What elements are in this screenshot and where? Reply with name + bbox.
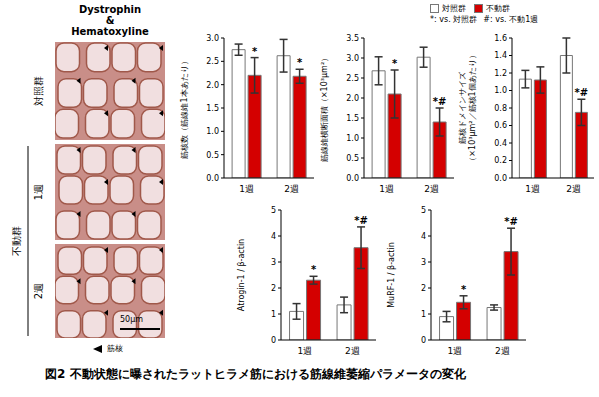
svg-text:筋核数（筋線維1本あたり）: 筋核数（筋線維1本あたり） <box>180 57 189 158</box>
svg-text:3.0: 3.0 <box>206 34 219 43</box>
svg-text:5: 5 <box>421 206 426 215</box>
svg-text:4: 4 <box>271 232 276 241</box>
svg-text:2.5: 2.5 <box>346 74 359 83</box>
svg-text:*: * <box>297 57 303 68</box>
svg-text:不動群: 不動群 <box>11 226 22 256</box>
svg-text:1.0: 1.0 <box>346 134 359 143</box>
svg-text:1.0: 1.0 <box>206 127 219 136</box>
html-text:筋核: 筋核 <box>107 344 123 353</box>
svg-text:1週: 1週 <box>33 184 44 200</box>
svg-text:1.6: 1.6 <box>494 34 507 43</box>
svg-text:0.4: 0.4 <box>494 139 507 148</box>
svg-text:2週: 2週 <box>495 346 510 356</box>
html-text:図2 不動状態に曝されたラットヒラメ筋における筋線維萎縮パラ: 図2 不動状態に曝されたラットヒラメ筋における筋線維萎縮パラメータの変化 <box>45 367 466 381</box>
svg-text:*: * <box>252 46 258 57</box>
svg-text:2.0: 2.0 <box>346 94 359 103</box>
svg-text:0.8: 0.8 <box>494 104 507 113</box>
svg-text:対照群: 対照群 <box>33 76 44 106</box>
svg-text:1週: 1週 <box>447 346 462 356</box>
svg-text:1.5: 1.5 <box>346 114 359 123</box>
svg-text:1.2: 1.2 <box>494 69 507 78</box>
svg-text:2: 2 <box>421 284 426 293</box>
svg-text:1: 1 <box>421 310 426 319</box>
svg-text:2週: 2週 <box>284 184 299 194</box>
svg-text:*: * <box>392 58 398 69</box>
html-text:#: vs. 不動1週: #: vs. 不動1週 <box>483 15 539 24</box>
svg-text:*: * <box>311 264 317 275</box>
svg-text:0: 0 <box>271 336 276 345</box>
svg-text:0.0: 0.0 <box>494 174 507 183</box>
svg-text:3: 3 <box>271 258 276 267</box>
svg-text:4: 4 <box>421 232 426 241</box>
svg-text:1: 1 <box>271 310 276 319</box>
svg-text:*#: *# <box>433 96 447 107</box>
svg-text:2週: 2週 <box>33 283 44 299</box>
svg-text:1.0: 1.0 <box>494 86 507 95</box>
svg-text:2: 2 <box>271 284 276 293</box>
svg-text:1週: 1週 <box>379 184 394 194</box>
svg-text:0.5: 0.5 <box>206 151 219 160</box>
html-text:*: vs. 対照群: *: vs. 対照群 <box>430 15 478 24</box>
svg-text:MuRF-1 / β-actin: MuRF-1 / β-actin <box>387 242 396 308</box>
svg-text:2週: 2週 <box>424 184 439 194</box>
svg-text:3: 3 <box>421 258 426 267</box>
html-text:50μm: 50μm <box>120 315 144 324</box>
html-text:Hematoxyline: Hematoxyline <box>71 26 149 37</box>
svg-text:1.4: 1.4 <box>494 51 507 60</box>
svg-text:筋線維横断面積（×10³μm²）: 筋線維横断面積（×10³μm²） <box>320 54 329 162</box>
svg-text:5: 5 <box>271 206 276 215</box>
svg-text:（×10³μm²／筋核1個あたり）: （×10³μm²／筋核1個あたり） <box>468 51 477 164</box>
svg-text:2.0: 2.0 <box>206 81 219 90</box>
svg-text:0: 0 <box>421 336 426 345</box>
svg-text:*#: *# <box>504 216 518 227</box>
svg-text:1.5: 1.5 <box>206 104 219 113</box>
html-text:不動群: 不動群 <box>486 4 510 13</box>
svg-text:2週: 2週 <box>345 346 360 356</box>
svg-text:0.2: 0.2 <box>494 156 507 165</box>
svg-text:1週: 1週 <box>525 184 540 194</box>
svg-text:0.0: 0.0 <box>346 174 359 183</box>
svg-text:1週: 1週 <box>297 346 312 356</box>
svg-text:2.5: 2.5 <box>206 57 219 66</box>
html-text:対照群: 対照群 <box>442 4 466 13</box>
svg-text:0.5: 0.5 <box>346 154 359 163</box>
svg-text:筋核ドメインサイズ: 筋核ドメインサイズ <box>458 71 467 144</box>
svg-text:0.6: 0.6 <box>494 121 507 130</box>
svg-text:*#: *# <box>575 87 589 98</box>
svg-text:3.0: 3.0 <box>346 54 359 63</box>
svg-text:3.5: 3.5 <box>346 34 359 43</box>
svg-text:Atrogin-1 / β-actin: Atrogin-1 / β-actin <box>237 239 246 311</box>
svg-text:0.0: 0.0 <box>206 174 219 183</box>
svg-text:1週: 1週 <box>239 184 254 194</box>
svg-text:*#: *# <box>354 215 368 226</box>
html-text:Dystrophin: Dystrophin <box>78 4 142 15</box>
svg-text:*: * <box>461 284 467 295</box>
svg-text:2週: 2週 <box>566 184 581 194</box>
